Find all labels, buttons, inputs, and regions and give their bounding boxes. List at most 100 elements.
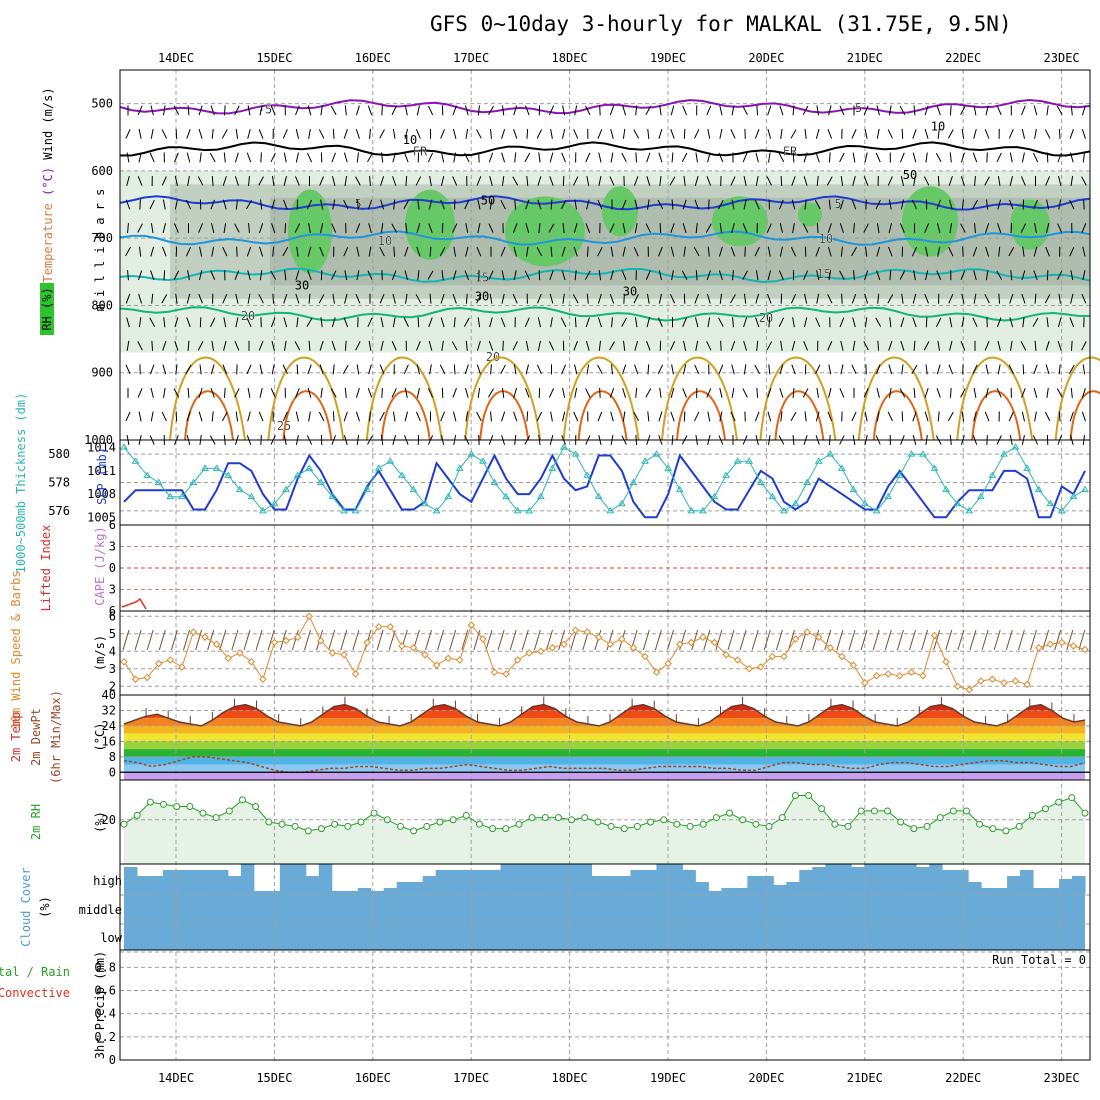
- wind10m-barb: [1078, 629, 1086, 651]
- cloud-high-bar: [513, 864, 528, 894]
- precip-tick-label: 0.4: [94, 1007, 116, 1021]
- wind-barb: [210, 105, 215, 116]
- wind-barb: [985, 223, 990, 234]
- isotherm-25-loop: [1054, 356, 1100, 441]
- wind-barb: [1021, 411, 1026, 422]
- wind-barb: [489, 293, 493, 304]
- cloud-high-bar: [929, 864, 943, 894]
- thickness-marker: [259, 506, 267, 514]
- wind10m-marker: [525, 649, 533, 657]
- wind-barb: [453, 411, 457, 422]
- wind-barb: [961, 293, 965, 304]
- wind-barb: [901, 364, 904, 375]
- wind-barb: [488, 340, 494, 351]
- wind-barb: [513, 364, 517, 375]
- wind-barb: [1045, 364, 1050, 375]
- rh-high-blob: [902, 186, 958, 257]
- wind-barb: [609, 293, 615, 304]
- wind-barb: [719, 105, 723, 116]
- wind-barb: [222, 176, 227, 186]
- wind10m-barb: [1030, 629, 1037, 651]
- wind-barb: [742, 152, 748, 163]
- wind-barb: [1022, 246, 1025, 257]
- wind-barb: [682, 388, 687, 398]
- wind-barb: [816, 105, 819, 116]
- wind-barb: [149, 199, 155, 210]
- wind-barb: [355, 293, 361, 304]
- wind-barb: [453, 246, 456, 257]
- wind-barb: [960, 270, 966, 281]
- wind10m-barb: [304, 629, 311, 651]
- thickness-marker: [490, 478, 499, 485]
- wind-barb: [659, 105, 662, 116]
- wind-barb: [222, 364, 228, 375]
- wind-barb: [247, 411, 251, 422]
- wind-barb: [1044, 411, 1051, 422]
- wind-barb: [766, 341, 773, 351]
- wind-barb: [1022, 364, 1025, 375]
- wind-barb: [125, 293, 131, 304]
- rh-axis-label: RH (%): [40, 287, 54, 330]
- wind-barb: [803, 176, 808, 186]
- wind-barb: [536, 411, 543, 422]
- wind-barb: [597, 199, 603, 210]
- wind-barb: [815, 364, 821, 375]
- wind-barb: [344, 387, 347, 398]
- wind-barb: [695, 152, 698, 163]
- wind-barb: [913, 175, 916, 187]
- wind-barb: [1070, 293, 1074, 304]
- cloud-level-label: low: [100, 931, 122, 945]
- wind-barb: [815, 246, 820, 257]
- wind-barb: [633, 129, 640, 139]
- wind-barb: [767, 293, 772, 304]
- wind-barb: [864, 128, 868, 139]
- wind-barb: [307, 270, 312, 281]
- wind-barb: [731, 364, 735, 375]
- wind-barb: [405, 223, 408, 234]
- wind-barb: [792, 223, 795, 234]
- wind-barb: [573, 340, 578, 351]
- wind-barb: [634, 223, 638, 234]
- wind-barb: [1021, 105, 1026, 116]
- wind-barb: [585, 388, 591, 398]
- lifted-index-tick-label: 0: [109, 561, 116, 575]
- wind-barb: [828, 199, 831, 210]
- wind-barb: [319, 176, 325, 186]
- wind-barb: [150, 246, 155, 257]
- wind10m-barb: [376, 629, 384, 651]
- wind-barb: [440, 317, 445, 328]
- wind-barb: [562, 387, 566, 398]
- thickness-marker: [652, 450, 661, 457]
- wind-barb: [150, 387, 154, 398]
- wind-barb: [356, 270, 360, 281]
- wind-barb: [876, 246, 881, 257]
- wind-barb: [330, 388, 337, 398]
- wind-barb: [574, 317, 577, 328]
- wind-barb: [524, 317, 530, 328]
- thickness-marker: [675, 485, 684, 493]
- wind-barb: [899, 388, 906, 398]
- wind-barb: [911, 246, 918, 257]
- wind10m-marker: [1023, 680, 1031, 689]
- wind-barb: [501, 105, 505, 116]
- wind-barb: [162, 199, 166, 210]
- thickness-marker: [421, 499, 429, 507]
- wind10m-marker: [641, 652, 649, 661]
- wind-barb: [538, 152, 541, 163]
- wind-barb: [393, 199, 396, 210]
- wind-barb: [1010, 340, 1013, 351]
- wind-barb: [875, 317, 882, 327]
- wind-barb: [670, 129, 675, 139]
- wind-barb: [754, 364, 761, 374]
- wind-barb: [912, 317, 917, 328]
- wind-barb: [464, 105, 469, 116]
- wind10m-barb: [727, 629, 735, 651]
- wind-barb: [259, 199, 263, 210]
- wind10m-barb: [606, 629, 614, 651]
- thickness-marker: [397, 471, 406, 478]
- wind10m-marker: [618, 635, 626, 643]
- cloud-high-bar: [370, 891, 385, 894]
- wind10m-marker: [293, 633, 302, 641]
- top-date-tick: 18DEC: [552, 51, 588, 65]
- rh2m-marker: [344, 822, 352, 830]
